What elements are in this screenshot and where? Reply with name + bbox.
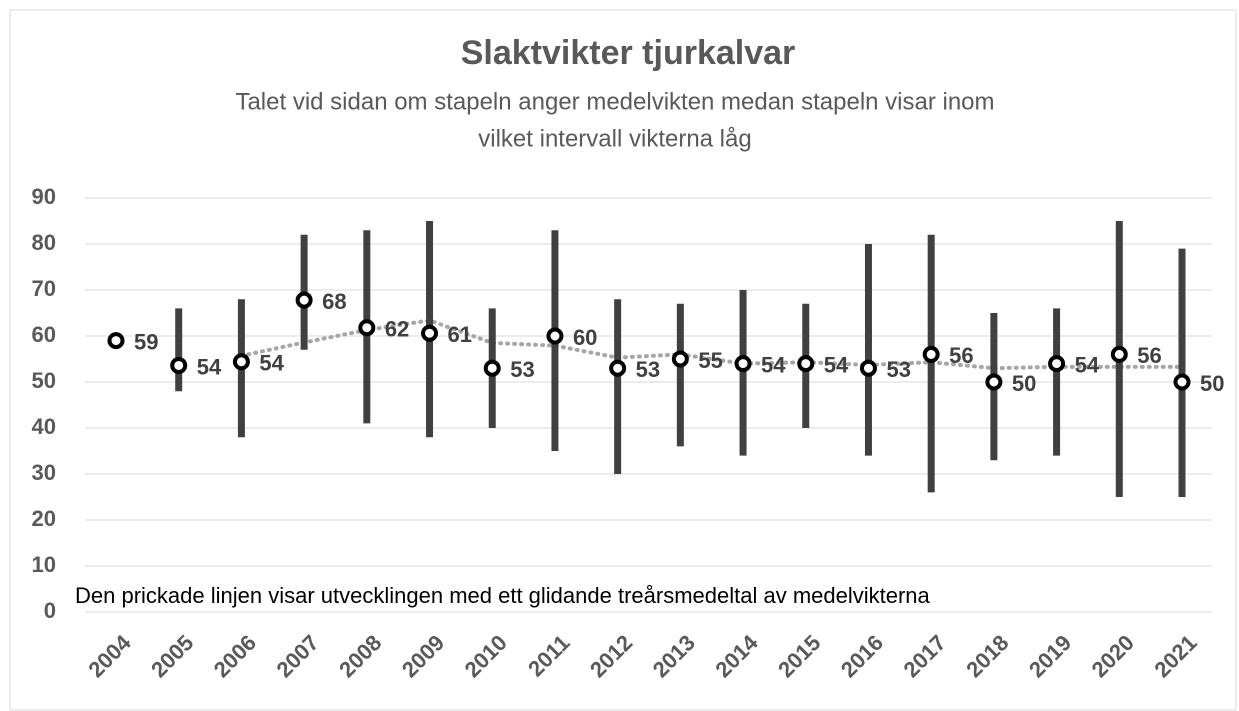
chart-subtitle: Talet vid sidan om stapeln anger medelvi… <box>235 88 994 115</box>
data-label: 53 <box>636 357 660 382</box>
mean-marker <box>358 319 376 337</box>
mean-marker <box>546 327 564 345</box>
data-label: 55 <box>698 348 722 373</box>
mean-marker <box>295 291 313 309</box>
data-label: 59 <box>134 329 158 354</box>
data-label: 60 <box>573 325 597 350</box>
mean-marker <box>483 359 501 377</box>
data-label: 68 <box>322 289 346 314</box>
mean-marker <box>797 355 815 373</box>
y-tick-label: 80 <box>32 230 56 255</box>
data-label: 50 <box>1200 371 1224 396</box>
y-tick-label: 60 <box>32 322 56 347</box>
mean-marker <box>734 355 752 373</box>
data-label: 54 <box>824 352 849 377</box>
y-tick-label: 0 <box>44 598 56 623</box>
mean-marker <box>232 353 250 371</box>
chart-title: Slaktvikter tjurkalvar <box>461 34 796 72</box>
chart-subtitle: vilket intervall vikterna låg <box>478 125 751 152</box>
y-tick-label: 30 <box>32 460 56 485</box>
y-tick-label: 40 <box>32 414 56 439</box>
mean-marker <box>671 350 689 368</box>
data-label: 54 <box>197 354 222 379</box>
data-label: 56 <box>949 343 973 368</box>
mean-marker <box>609 359 627 377</box>
chart-border <box>9 9 1237 711</box>
data-label: 54 <box>761 352 786 377</box>
mean-marker <box>421 324 439 342</box>
data-label: 54 <box>259 351 284 376</box>
data-label: 50 <box>1012 371 1036 396</box>
mean-marker <box>1110 345 1128 363</box>
mean-marker <box>922 345 940 363</box>
data-label: 56 <box>1137 343 1161 368</box>
data-label: 61 <box>448 322 472 347</box>
data-label: 53 <box>886 357 910 382</box>
y-tick-label: 50 <box>32 368 56 393</box>
data-label: 62 <box>385 317 409 342</box>
y-tick-label: 70 <box>32 276 56 301</box>
mean-marker <box>859 359 877 377</box>
mean-marker <box>1048 355 1066 373</box>
y-tick-label: 20 <box>32 506 56 531</box>
y-tick-label: 10 <box>32 552 56 577</box>
moving-average-line <box>239 318 1184 371</box>
mean-marker <box>170 356 188 374</box>
mean-marker <box>107 332 125 350</box>
annotation: Den prickade linjen visar utvecklingen m… <box>75 583 931 608</box>
data-label: 54 <box>1075 352 1100 377</box>
mean-marker <box>1173 373 1191 391</box>
mean-marker <box>985 373 1003 391</box>
y-tick-label: 90 <box>32 184 56 209</box>
data-label: 53 <box>510 357 534 382</box>
